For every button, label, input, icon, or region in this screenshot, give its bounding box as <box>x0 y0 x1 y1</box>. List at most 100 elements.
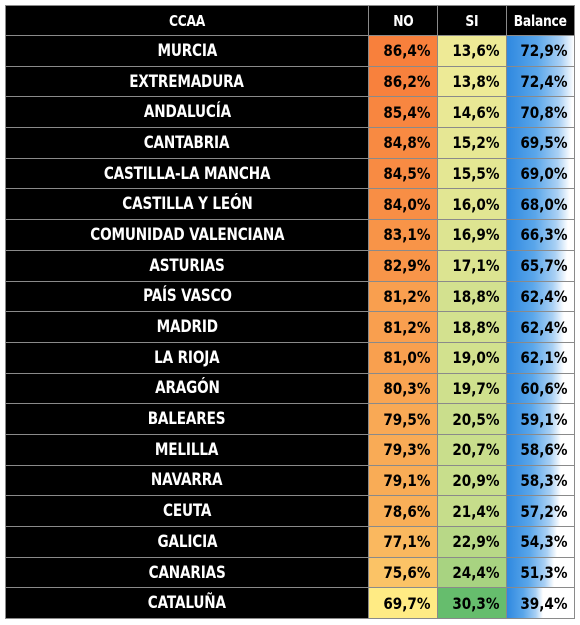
ccaa-cell-text: MADRID <box>156 317 218 338</box>
balance-cell: 68,0% <box>506 188 575 221</box>
balance-cell-text: 51,3% <box>520 563 568 583</box>
ccaa-cell: MADRID <box>5 311 369 343</box>
si-cell: 15,5% <box>437 157 507 190</box>
ccaa-cell: CATALUÑA <box>5 587 369 620</box>
si-cell-text: 24,4% <box>452 563 500 583</box>
table-row: NAVARRA 79,1% 20,9% 58,3% <box>5 464 575 497</box>
balance-cell: 62,1% <box>506 341 575 374</box>
balance-cell: 58,3% <box>506 464 575 497</box>
balance-cell: 69,5% <box>506 127 575 159</box>
table-row: CANTABRIA 84,8% 15,2% 69,5% <box>5 127 575 159</box>
balance-databar <box>507 588 544 618</box>
si-cell: 17,1% <box>437 249 507 282</box>
balance-cell-text: 69,5% <box>520 133 568 153</box>
balance-databar <box>507 312 565 342</box>
balance-databar <box>507 281 565 311</box>
ccaa-cell: PAÍS VASCO <box>5 280 369 313</box>
si-cell: 24,4% <box>437 556 507 589</box>
no-cell: 77,1% <box>368 526 438 558</box>
ccaa-cell: ANDALUCÍA <box>5 96 369 129</box>
no-cell: 80,3% <box>368 372 438 405</box>
ccaa-cell: NAVARRA <box>5 464 369 497</box>
balance-databar <box>507 343 565 373</box>
no-cell: 78,6% <box>368 495 438 527</box>
no-cell-text: 81,2% <box>383 286 431 306</box>
balance-databar <box>507 159 571 188</box>
no-cell-text: 75,6% <box>383 563 431 583</box>
balance-cell: 60,6% <box>506 372 575 405</box>
results-table: CCAA NO SI Balance MURCIA 86,4% 13,6% 72,9%… <box>5 5 575 620</box>
si-cell: 13,6% <box>437 35 507 67</box>
balance-cell-text: 65,7% <box>520 256 568 276</box>
si-cell: 14,6% <box>437 96 507 129</box>
ccaa-cell-text: CEUTA <box>162 501 212 522</box>
ccaa-cell-text: ANDALUCÍA <box>143 102 231 123</box>
balance-cell-text: 70,8% <box>520 102 568 122</box>
no-cell-text: 69,7% <box>383 593 431 613</box>
si-cell-text: 22,9% <box>452 532 500 552</box>
balance-cell-text: 72,4% <box>520 72 568 92</box>
si-cell: 30,3% <box>437 587 507 620</box>
balance-cell-text: 66,3% <box>520 225 568 245</box>
no-cell-text: 79,5% <box>383 409 431 429</box>
balance-databar <box>507 36 574 66</box>
ccaa-cell: GALICIA <box>5 526 369 558</box>
no-cell-text: 84,8% <box>383 133 431 153</box>
table-row: MADRID 81,2% 18,8% 62,4% <box>5 311 575 343</box>
ccaa-cell-text: MELILLA <box>155 439 219 460</box>
ccaa-cell-text: LA RIOJA <box>154 347 220 368</box>
ccaa-cell: CANARIAS <box>5 556 369 589</box>
ccaa-cell-text: ASTURIAS <box>149 255 225 276</box>
table-row: ASTURIAS 82,9% 17,1% 65,7% <box>5 249 575 282</box>
balance-databar <box>507 435 561 465</box>
ccaa-cell: EXTREMADURA <box>5 65 369 98</box>
ccaa-cell-text: CATALUÑA <box>147 593 227 614</box>
ccaa-cell: CANTABRIA <box>5 127 369 159</box>
balance-databar <box>507 374 563 403</box>
ccaa-cell: CASTILLA-LA MANCHA <box>5 157 369 190</box>
table-row: CASTILLA-LA MANCHA 84,5% 15,5% 69,0% <box>5 157 575 190</box>
si-cell: 19,0% <box>437 341 507 374</box>
si-cell: 21,4% <box>437 495 507 527</box>
si-cell-text: 16,0% <box>452 194 500 214</box>
balance-databar <box>507 558 555 587</box>
no-cell: 81,2% <box>368 280 438 313</box>
balance-cell-text: 68,0% <box>520 194 568 214</box>
balance-cell: 57,2% <box>506 495 575 527</box>
column-header-no: NO <box>368 5 438 36</box>
ccaa-cell-text: PAÍS VASCO <box>142 286 232 307</box>
balance-databar <box>507 404 562 434</box>
balance-cell-text: 62,4% <box>520 317 568 337</box>
balance-databar <box>507 128 571 158</box>
balance-cell-text: 58,3% <box>520 470 568 490</box>
no-cell-text: 81,0% <box>383 348 431 368</box>
ccaa-cell: CEUTA <box>5 495 369 527</box>
ccaa-cell: MELILLA <box>5 433 369 466</box>
si-cell-text: 30,3% <box>452 593 500 613</box>
balance-cell-text: 72,9% <box>520 41 568 61</box>
no-cell-text: 82,9% <box>383 256 431 276</box>
no-cell-text: 86,4% <box>383 41 431 61</box>
si-cell: 22,9% <box>437 526 507 558</box>
ccaa-cell-text: CASTILLA Y LEÓN <box>121 194 253 215</box>
balance-cell: 39,4% <box>506 587 575 620</box>
no-cell: 84,8% <box>368 127 438 159</box>
table-row: LA RIOJA 81,0% 19,0% 62,1% <box>5 341 575 374</box>
column-header-si: SI <box>437 5 507 36</box>
balance-cell: 66,3% <box>506 219 575 251</box>
balance-databar <box>507 496 560 526</box>
no-cell: 79,3% <box>368 433 438 466</box>
balance-cell: 51,3% <box>506 556 575 589</box>
balance-cell: 65,7% <box>506 249 575 282</box>
balance-cell-text: 59,1% <box>520 409 568 429</box>
no-cell: 86,2% <box>368 65 438 98</box>
balance-databar <box>507 251 568 281</box>
ccaa-cell-text: COMUNIDAD VALENCIANA <box>89 224 285 245</box>
balance-databar <box>507 97 573 127</box>
si-cell-text: 13,6% <box>452 41 500 61</box>
si-cell-text: 20,7% <box>452 440 500 460</box>
no-cell-text: 84,5% <box>383 164 431 184</box>
si-cell-text: 16,9% <box>452 225 500 245</box>
balance-cell: 72,9% <box>506 35 575 67</box>
si-cell-text: 15,5% <box>452 164 500 184</box>
